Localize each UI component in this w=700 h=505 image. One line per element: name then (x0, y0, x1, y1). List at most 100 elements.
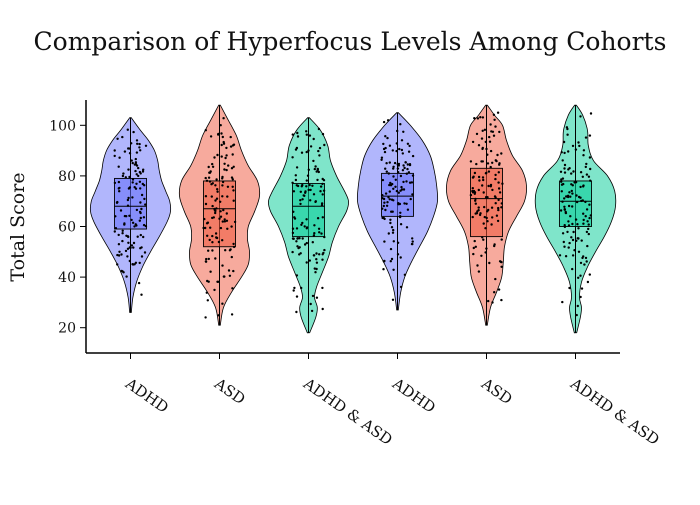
data-point (560, 183, 564, 186)
data-point (392, 167, 395, 170)
data-point (490, 223, 493, 226)
data-point (475, 212, 479, 215)
data-point (206, 234, 209, 237)
data-point (213, 288, 216, 292)
data-point (316, 168, 319, 172)
data-point (588, 156, 592, 159)
data-point (382, 120, 386, 124)
data-point (384, 208, 387, 212)
data-point (128, 147, 131, 150)
data-point (388, 198, 391, 201)
data-point (320, 232, 323, 235)
data-point (482, 222, 485, 225)
data-point (298, 246, 301, 249)
data-point (226, 227, 229, 230)
data-point (485, 216, 488, 220)
data-point (397, 171, 400, 174)
data-point (138, 142, 141, 146)
data-point (232, 269, 235, 273)
data-point (219, 210, 222, 213)
violin-group: ASD (446, 104, 527, 408)
data-point (128, 246, 131, 249)
data-point (569, 195, 572, 198)
data-point (405, 172, 408, 175)
data-point (307, 188, 310, 192)
data-point (305, 179, 308, 182)
data-point (138, 180, 142, 183)
data-point (144, 203, 147, 206)
data-point (583, 263, 586, 266)
data-point (322, 189, 326, 192)
data-point (220, 132, 223, 135)
data-point (396, 129, 399, 133)
data-point (299, 190, 302, 193)
data-point (118, 250, 121, 253)
data-point (309, 188, 312, 192)
data-point (482, 191, 485, 194)
x-tick-label: ADHD & ASD (566, 374, 662, 449)
data-point (484, 172, 488, 175)
data-point (390, 198, 394, 201)
data-point (318, 231, 321, 234)
data-point (482, 178, 485, 182)
data-point (392, 240, 395, 243)
data-point (561, 300, 564, 304)
data-point (589, 179, 592, 182)
data-point (494, 173, 497, 177)
data-point (306, 174, 310, 177)
data-point (577, 227, 580, 230)
data-point (137, 174, 140, 178)
data-point (206, 299, 209, 302)
data-point (392, 187, 395, 190)
data-point (231, 287, 234, 290)
data-point (494, 177, 497, 181)
data-point (205, 291, 208, 294)
data-point (125, 275, 128, 278)
data-point (142, 235, 145, 239)
data-point (309, 145, 313, 148)
data-point (582, 212, 585, 215)
data-point (478, 213, 482, 217)
data-point (479, 116, 482, 119)
data-point (318, 253, 321, 256)
data-point (485, 247, 488, 250)
data-point (570, 236, 573, 239)
data-point (480, 254, 483, 257)
data-point (489, 183, 493, 187)
data-point (221, 175, 224, 179)
data-point (131, 196, 134, 199)
data-point (491, 188, 494, 192)
data-point (383, 259, 386, 263)
data-point (225, 168, 228, 172)
data-point (299, 202, 302, 206)
data-point (309, 199, 312, 202)
data-point (486, 220, 489, 223)
data-point (404, 161, 407, 164)
x-tick-label: ASD (477, 374, 515, 408)
data-point (224, 156, 227, 160)
data-point (315, 258, 318, 261)
data-point (395, 149, 398, 153)
data-point (570, 183, 573, 186)
data-point (563, 205, 566, 208)
data-point (495, 214, 499, 217)
data-point (133, 225, 136, 228)
data-point (586, 244, 589, 248)
data-point (317, 127, 321, 131)
data-point (211, 165, 215, 168)
data-point (384, 135, 387, 138)
data-point (500, 206, 503, 209)
violin-box (470, 167, 503, 238)
data-point (321, 182, 324, 186)
data-point (569, 215, 572, 218)
data-point (588, 134, 592, 137)
data-point (142, 223, 146, 227)
data-point (216, 280, 219, 283)
data-point (133, 263, 136, 266)
data-point (497, 187, 501, 190)
data-point (571, 205, 574, 208)
data-point (121, 229, 124, 232)
data-point (315, 296, 319, 299)
data-point (305, 241, 308, 245)
data-point (408, 163, 412, 167)
